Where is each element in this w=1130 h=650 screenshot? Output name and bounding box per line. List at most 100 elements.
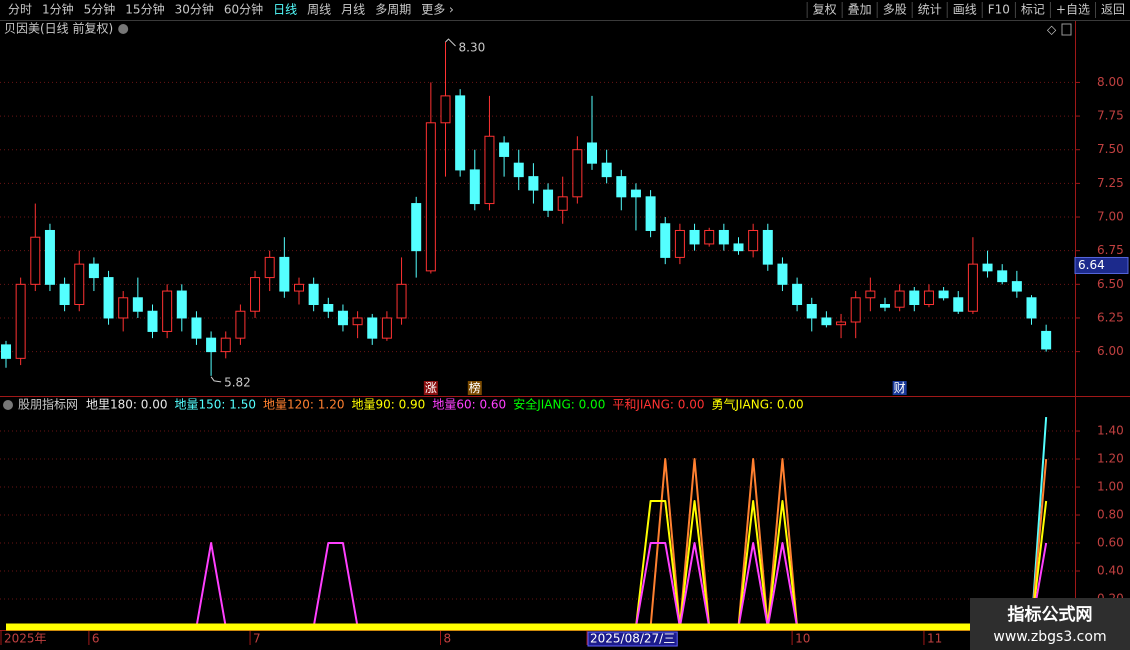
x-tick-label: 11 (927, 632, 942, 646)
event-marker[interactable]: 涨 (425, 380, 437, 395)
candle-body (162, 290, 173, 332)
candle-body (982, 263, 993, 272)
x-tick-label: 8 (444, 632, 452, 646)
candle-body (294, 283, 304, 292)
candle-body (777, 263, 788, 285)
candle-body (645, 196, 656, 231)
candle-body (792, 283, 803, 306)
candle-body (264, 256, 275, 279)
candle-body (616, 176, 627, 198)
candle-body (103, 277, 114, 319)
low-label: 5.82 (224, 375, 251, 389)
toolbar-tab[interactable]: 日线 (273, 3, 297, 17)
y-tick-label: 6.50 (1097, 277, 1124, 291)
toolbar-tab[interactable]: 60分钟 (224, 2, 263, 17)
window-icon[interactable] (1061, 23, 1072, 36)
candle-body (938, 290, 949, 299)
candle-body (396, 283, 407, 319)
y-tick-label: 7.75 (1097, 109, 1124, 123)
event-marker[interactable]: 榜 (469, 380, 481, 395)
candle-body (352, 317, 363, 326)
y-tick-label: 7.25 (1097, 176, 1124, 190)
indicator-menu-icon[interactable] (3, 400, 13, 410)
toolbar-button[interactable]: 复权 (813, 3, 837, 17)
candle-body (689, 229, 700, 245)
candle-body (323, 304, 334, 312)
candle-body (308, 283, 319, 306)
toolbar-button[interactable]: 画线 (953, 3, 977, 17)
candle-body (513, 162, 524, 178)
toolbar-tab[interactable]: 1分钟 (42, 2, 74, 17)
toolbar-tab[interactable]: 更多 › (421, 3, 454, 17)
high-pointer (445, 38, 456, 47)
candle-body (923, 290, 934, 306)
legend-entry: 安全JIANG: 0.00 (513, 397, 605, 412)
candle-body (572, 149, 583, 198)
event-marker-bg[interactable] (892, 381, 907, 395)
cursor-date-bg (587, 631, 678, 647)
toolbar-button[interactable]: +自选 (1056, 3, 1090, 17)
y-tick-label: 0.60 (1097, 536, 1124, 550)
y-tick-label: 8.00 (1097, 75, 1124, 89)
legend-entry: 地量60: 0.60 (432, 398, 506, 412)
toolbar-button[interactable]: 标记 (1021, 3, 1045, 17)
candle-body (74, 263, 85, 306)
candle-body (660, 223, 671, 258)
event-marker-bg[interactable] (423, 381, 438, 395)
toolbar-tab[interactable]: 周线 (307, 3, 331, 17)
x-tick-label: 2025/08/27/三 (590, 632, 675, 646)
candle-body (967, 263, 978, 312)
toolbar-tab[interactable]: 多周期 (375, 3, 411, 17)
candle-body (118, 297, 129, 319)
candle-body (15, 283, 26, 359)
candle-body (191, 317, 202, 339)
candle-body (894, 290, 905, 308)
toolbar-tab[interactable]: 5分钟 (84, 2, 116, 17)
candle-body (337, 310, 348, 326)
candle-body (997, 270, 1008, 283)
candle-body (557, 196, 568, 211)
toolbar-tab[interactable]: 30分钟 (175, 2, 214, 17)
toolbar-button[interactable]: 返回 (1101, 3, 1125, 17)
candle-body (30, 236, 41, 285)
legend-entry: 地量90: 0.90 (351, 398, 425, 412)
toolbar-tab[interactable]: 月线 (341, 3, 365, 17)
diamond-icon[interactable]: ◇ (1047, 23, 1057, 37)
y-tick-label: 6.00 (1097, 344, 1124, 358)
event-marker[interactable]: 财 (894, 381, 906, 395)
candle-body (1, 344, 11, 359)
candle-body (821, 317, 832, 326)
candle-body (733, 243, 744, 252)
candle-body (59, 283, 70, 306)
candle-body (1041, 330, 1052, 350)
candle-body (748, 229, 759, 252)
y-tick-label: 6.75 (1097, 243, 1124, 257)
candle-body (850, 297, 861, 323)
x-tick-label: 7 (253, 632, 261, 646)
event-marker-bg[interactable] (467, 381, 482, 395)
toolbar-tab[interactable]: 分时 (8, 3, 32, 17)
candle-body (220, 337, 231, 353)
candle-body (718, 229, 729, 245)
candle-body (132, 297, 143, 312)
candle-body (381, 317, 392, 339)
toolbar-tab[interactable]: 15分钟 (125, 2, 164, 17)
toolbar-button[interactable]: F10 (988, 3, 1010, 17)
candle-body (1026, 297, 1037, 319)
legend-entry: 平和JIANG: 0.00 (612, 398, 704, 412)
toolbar-button[interactable]: 多股 (883, 3, 907, 17)
y-tick-label: 0.40 (1097, 564, 1124, 578)
candle-body (865, 290, 876, 299)
legend-entry: 地量120: 1.20 (263, 398, 344, 412)
y-tick-label: 6.25 (1097, 310, 1124, 324)
candle-body (206, 337, 217, 353)
toolbar-button[interactable]: 统计 (918, 3, 942, 17)
title-menu-icon[interactable] (118, 24, 129, 34)
y-tick-label: 1.20 (1097, 452, 1124, 466)
toolbar-button[interactable]: 叠加 (848, 3, 872, 17)
watermark-bg (970, 598, 1130, 650)
indicator-title: 股朋指标网 (18, 397, 78, 412)
candle-body (411, 203, 422, 252)
candle-body (601, 162, 612, 178)
candle-body (953, 297, 964, 312)
